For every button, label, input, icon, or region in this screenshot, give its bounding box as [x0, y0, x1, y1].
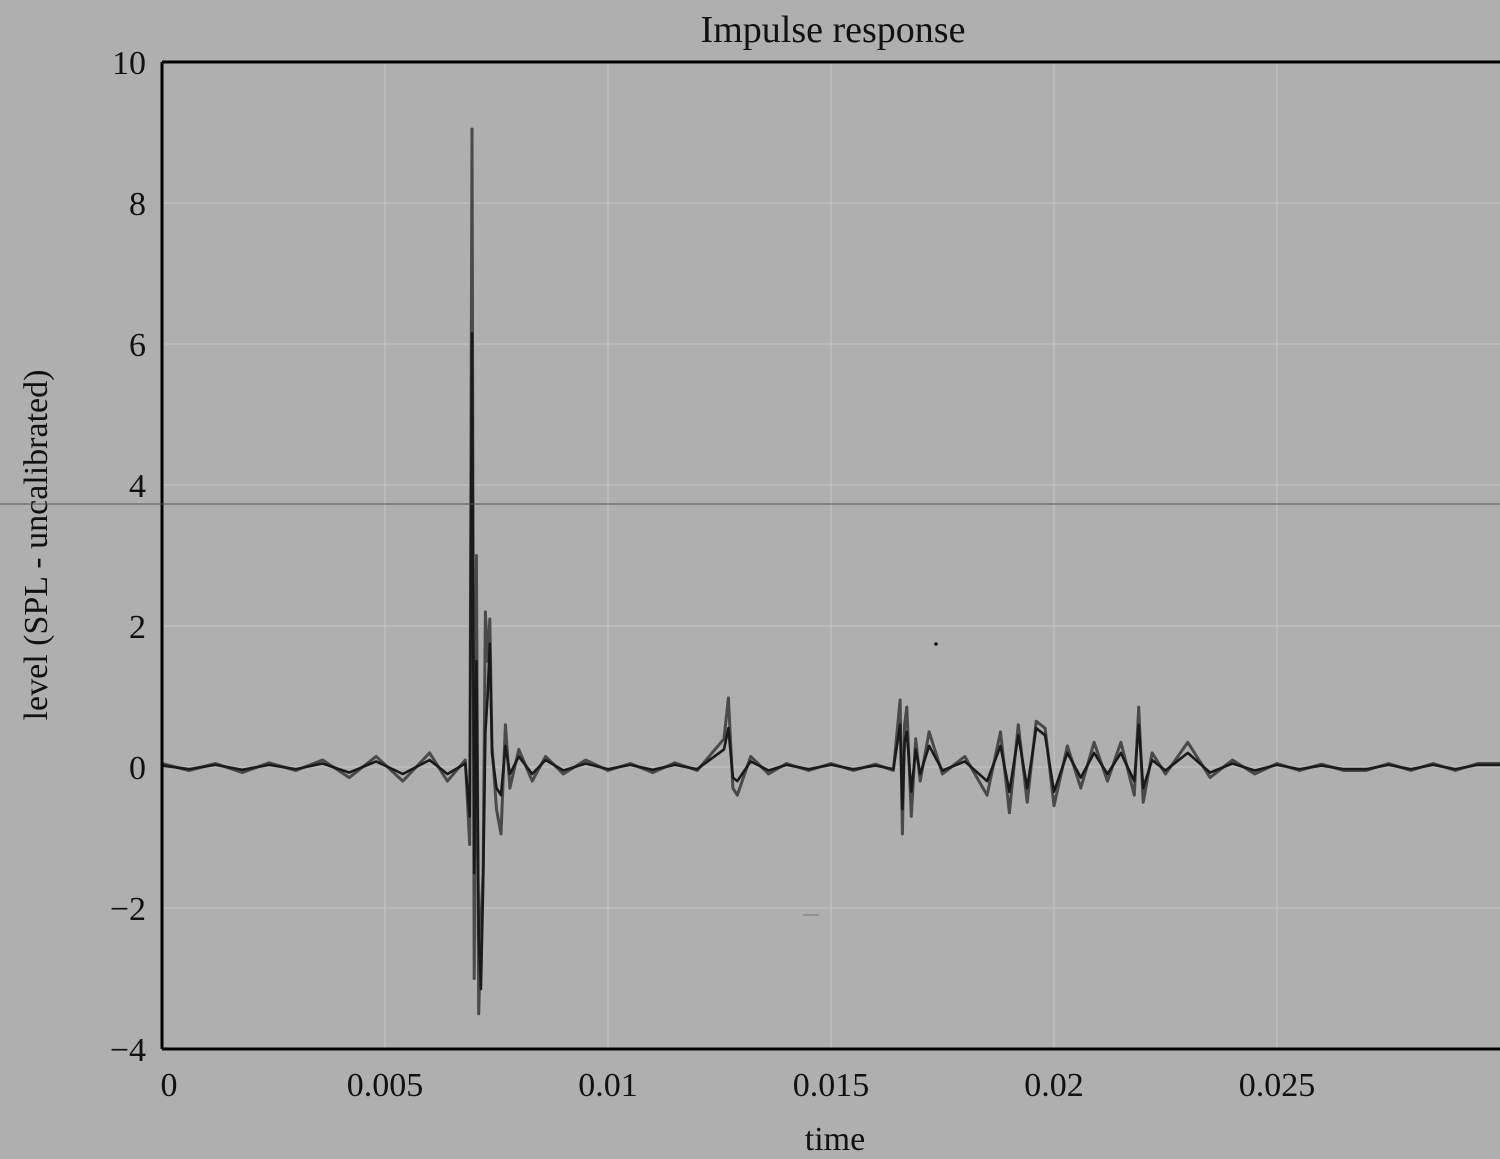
y-tick-labels: −4 −2 0 2 4 6 8 10 [110, 45, 146, 1069]
y-tick-label: 2 [129, 609, 146, 646]
x-tick-label: 0 [161, 1067, 178, 1104]
chart-title: Impulse response [701, 9, 966, 51]
y-tick-label: −2 [110, 891, 146, 928]
x-axis-title: time [805, 1121, 865, 1158]
x-tick-label: 0.005 [347, 1067, 424, 1104]
stray-dot [934, 642, 938, 646]
y-tick-label: 8 [129, 186, 146, 223]
axes-frame [160, 60, 1500, 1051]
x-tick-labels: 0 0.005 0.01 0.015 0.02 0.025 [161, 1067, 1316, 1104]
y-tick-label: 6 [129, 327, 146, 364]
x-tick-label: 0.01 [578, 1067, 638, 1104]
series-layer [161, 127, 1500, 1016]
y-tick-label: 0 [129, 750, 146, 787]
x-tick-label: 0.02 [1024, 1067, 1084, 1104]
x-tick-label: 0.015 [793, 1067, 870, 1104]
series-2-line [161, 332, 1500, 991]
y-axis-title: level (SPL - uncalibrated) [18, 370, 55, 721]
y-tick-label: −4 [110, 1032, 146, 1069]
y-tick-label: 10 [112, 45, 146, 82]
x-tick-label: 0.025 [1239, 1067, 1316, 1104]
y-tick-label: 4 [129, 468, 146, 505]
